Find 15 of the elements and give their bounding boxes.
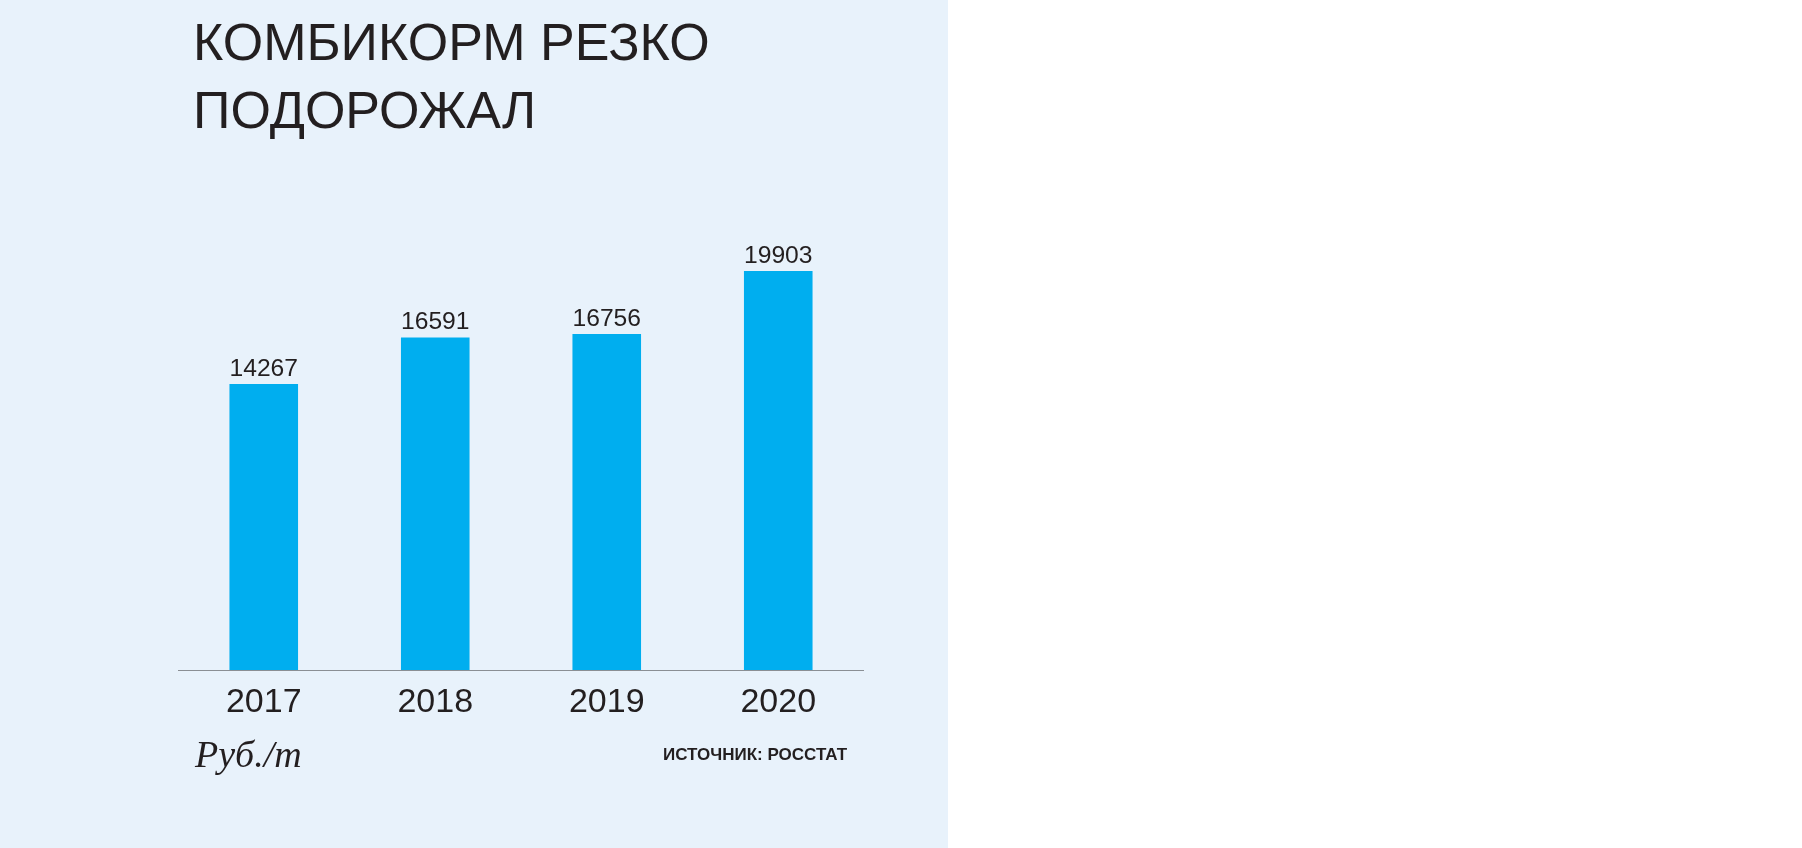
- data-label: 16591: [400, 307, 470, 335]
- bar: [229, 383, 299, 670]
- x-tick-label: 2020: [740, 680, 817, 719]
- chart-title: КОМБИКОРМ РЕЗКО ПОДОРОЖАЛ: [193, 13, 710, 139]
- text: ИСТОЧНИК: РОССТАТ: [663, 745, 848, 764]
- x-tick-label: 2019: [568, 680, 645, 719]
- bar: [400, 337, 470, 670]
- x-tick-label: 2017: [225, 680, 302, 719]
- bar: [743, 271, 813, 670]
- text: Руб./т: [194, 733, 302, 775]
- x-tick-label: 2018: [397, 680, 474, 719]
- bar: [572, 334, 642, 670]
- data-label: 14267: [229, 353, 299, 381]
- data-label: 16756: [572, 304, 642, 332]
- data-label: 19903: [743, 240, 813, 268]
